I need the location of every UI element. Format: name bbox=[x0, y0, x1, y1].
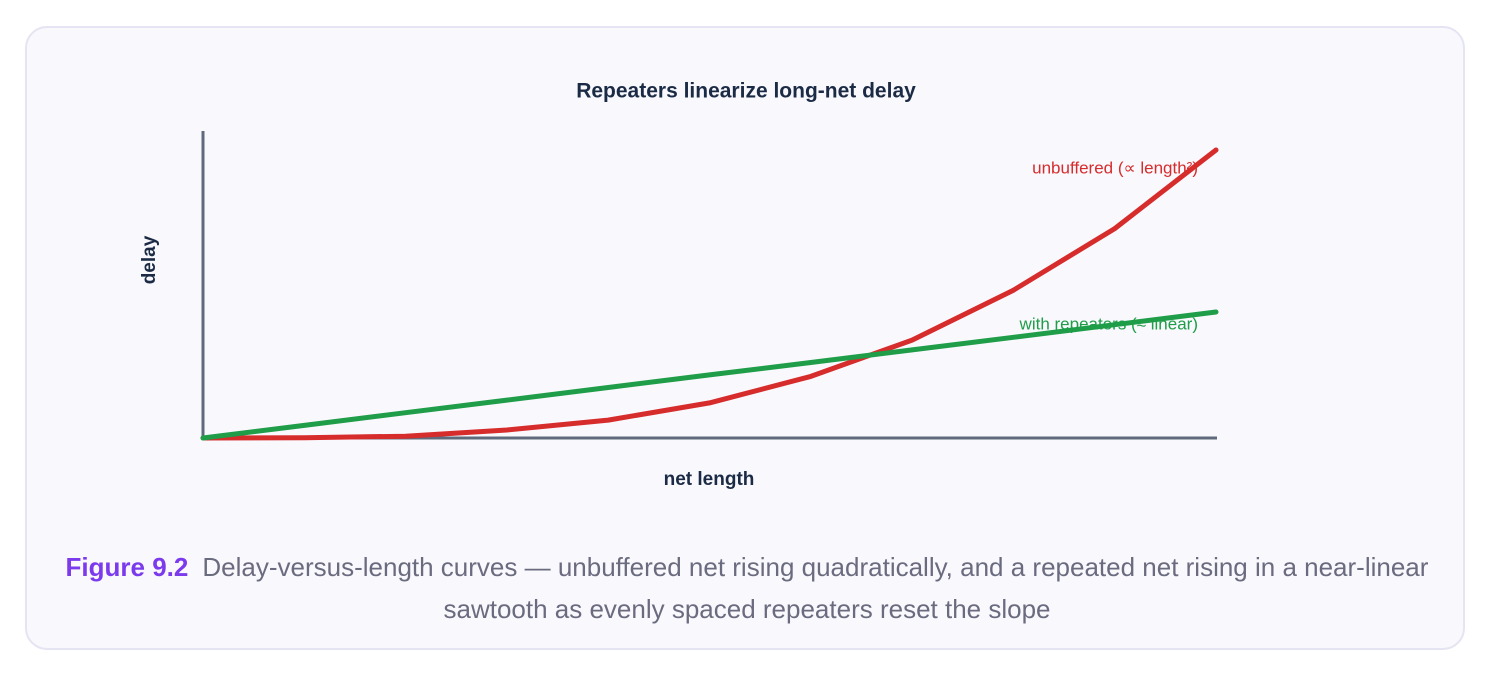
x-axis-label: net length bbox=[664, 469, 755, 490]
series-line bbox=[200, 309, 1219, 441]
caption: Figure 9.2 Delay-versus-length curves — u… bbox=[60, 546, 1434, 630]
caption-label: Figure 9.2 bbox=[65, 552, 189, 582]
series-label: with repeaters (≈ linear) bbox=[1019, 314, 1198, 333]
series-line bbox=[200, 147, 1219, 441]
series-label: unbuffered (∝ length²) bbox=[1032, 158, 1198, 177]
y-axis-label: delay bbox=[139, 235, 160, 284]
figure-card bbox=[25, 26, 1465, 650]
caption-text: Delay-versus-length curves — unbuffered … bbox=[202, 552, 1429, 624]
chart-title: Repeaters linearize long-net delay bbox=[576, 80, 916, 103]
